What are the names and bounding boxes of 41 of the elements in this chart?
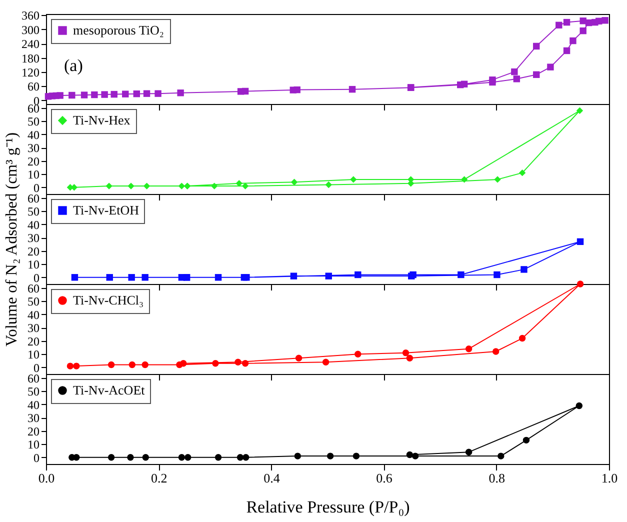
y-tick-label: 10 [28,168,40,182]
x-tick-label: 0.6 [376,470,393,486]
y-tick-label: 10 [28,258,40,272]
annotation: (a) [64,56,83,75]
y-tick-label: 20 [28,424,40,438]
y-tick-label: 240 [22,37,40,52]
x-tick-label: 1.0 [601,470,618,486]
x-axis-title: Relative Pressure (P/P₀) [246,498,410,516]
y-tick-label: 50 [28,384,40,399]
y-axis-title: Volume of N₂ Adsorbed (cm³ g⁻¹) [4,132,20,347]
legend-label: Ti-Nv-CHCl₃ [73,292,144,308]
y-tick-label: 10 [28,348,40,362]
x-tick-label: 0.0 [38,470,55,486]
y-tick-label: 0 [34,450,40,465]
y-tick-label: 50 [28,204,40,219]
x-tick-label: 0.4 [264,470,280,486]
y-tick-label: 20 [28,244,40,258]
legend-label: Ti-Nv-AcOEt [73,382,146,398]
y-tick-label: 60 [28,80,40,94]
y-tick-label: 30 [28,411,40,426]
y-tick-label: 50 [28,294,40,309]
y-tick-label: 50 [28,114,40,129]
y-tick-label: 180 [22,51,40,66]
y-tick-label: 40 [28,398,40,412]
legend-label: Ti-Nv-Hex [73,112,131,128]
y-tick-label: 40 [28,218,40,232]
y-tick-label: 300 [22,22,40,37]
y-tick-label: 30 [28,141,40,156]
y-tick-label: 30 [28,321,40,336]
y-tick-label: 120 [22,66,40,80]
y-tick-label: 10 [28,438,40,452]
y-tick-label: 40 [28,308,40,322]
y-tick-label: 20 [28,154,40,168]
y-tick-label: 40 [28,128,40,142]
y-tick-label: 20 [28,334,40,348]
x-tick-label: 0.8 [488,470,506,486]
legend-label: Ti-Nv-EtOH [73,202,139,218]
legend-label: mesoporous TiO₂ [73,22,164,38]
x-tick-label: 0.2 [150,470,168,486]
y-tick-label: 360 [22,8,40,23]
y-tick-label: 30 [28,231,40,246]
